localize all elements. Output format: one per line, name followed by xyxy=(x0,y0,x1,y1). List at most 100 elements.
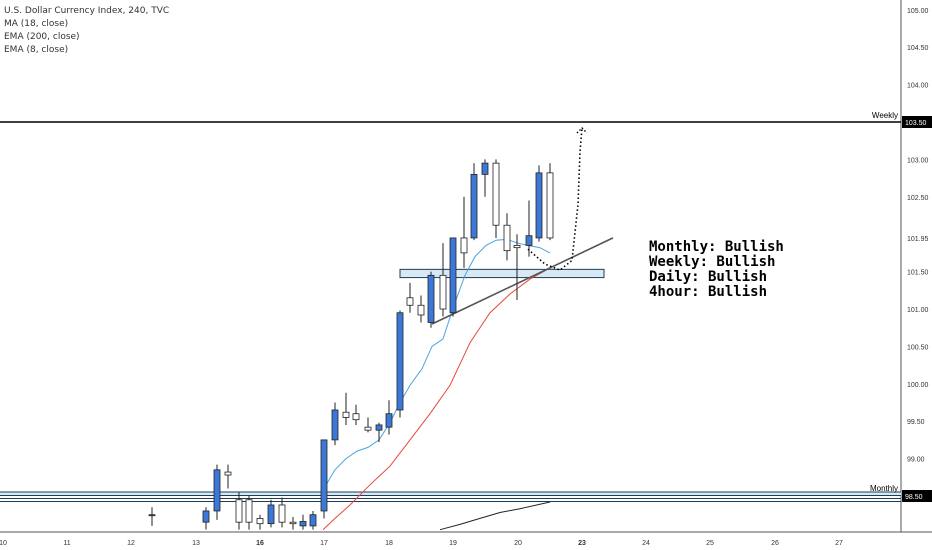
candle-body xyxy=(439,274,447,310)
candle xyxy=(546,163,554,241)
chart-legend: U.S. Dollar Currency Index, 240, TVC MA … xyxy=(4,5,169,57)
candle-body xyxy=(213,469,221,512)
x-tick-label: 12 xyxy=(127,540,135,547)
price-tag xyxy=(902,116,932,128)
candle-body xyxy=(342,411,350,418)
candle xyxy=(224,464,232,489)
candle-body xyxy=(331,409,339,441)
candle xyxy=(439,243,447,317)
x-tick-label: 11 xyxy=(63,540,70,547)
candle-body xyxy=(385,413,393,428)
annotation-weekly: Weekly: Bullish xyxy=(649,254,776,270)
support-zone xyxy=(399,268,605,279)
candle-body xyxy=(535,172,543,239)
x-tick-label: 13 xyxy=(192,540,200,547)
price-tag-text: 98.50 xyxy=(905,494,923,501)
candle xyxy=(299,514,307,530)
candle-body xyxy=(503,224,511,252)
y-tick-label: 104.50 xyxy=(907,45,929,52)
candle xyxy=(278,497,286,528)
candle-body xyxy=(449,237,457,314)
candle xyxy=(481,159,489,197)
y-tick-label: 99.50 xyxy=(907,419,925,426)
trendline xyxy=(431,237,614,325)
candle-body xyxy=(202,510,210,523)
x-tick-label: 18 xyxy=(385,540,393,547)
candle xyxy=(492,159,500,238)
candle-body xyxy=(245,499,253,523)
candle-body xyxy=(513,245,521,249)
candle xyxy=(342,392,350,425)
candle xyxy=(427,271,435,328)
y-tick-label: 103.00 xyxy=(907,157,929,164)
candle-body xyxy=(427,274,435,323)
candle-body xyxy=(470,173,478,239)
bias-annotation: Monthly: Bullish Weekly: Bullish Daily: … xyxy=(649,240,784,300)
candle xyxy=(460,196,468,268)
candle xyxy=(449,237,457,317)
legend-ema-200: EMA (200, close) xyxy=(4,32,80,42)
price-tag-text: 103.50 xyxy=(905,120,927,127)
legend-title: U.S. Dollar Currency Index, 240, TVC xyxy=(4,6,170,16)
monthly-zone-band xyxy=(0,492,901,495)
level-label-monthly: Monthly xyxy=(870,484,898,493)
candle xyxy=(513,234,521,301)
candle-body xyxy=(492,162,500,226)
candle-body xyxy=(406,297,414,306)
candle-body xyxy=(148,514,156,517)
candle-body xyxy=(256,518,264,525)
x-tick-label: 26 xyxy=(771,540,779,547)
candle-body xyxy=(364,426,372,431)
y-tick-label: 104.00 xyxy=(907,83,929,90)
annotation-4hour: 4hour: Bullish xyxy=(649,284,768,300)
candle xyxy=(148,507,156,526)
candle xyxy=(289,516,297,530)
candle-body xyxy=(375,424,383,431)
y-tick-label: 99.00 xyxy=(907,457,925,464)
candle-body xyxy=(235,499,243,523)
y-tick-label: 105.00 xyxy=(907,8,929,15)
projection-arrowhead xyxy=(576,126,588,134)
level-label-weekly: Weekly xyxy=(872,111,898,120)
candle-body xyxy=(278,504,286,523)
candle xyxy=(352,404,360,425)
annotation-daily: Daily: Bullish xyxy=(649,269,768,285)
y-tick-label: 101.00 xyxy=(907,307,929,314)
ema-200-line xyxy=(322,267,551,531)
candle-body xyxy=(299,521,307,527)
candle xyxy=(267,499,275,528)
x-tick-label: 19 xyxy=(449,540,457,547)
legend-ma: MA (18, close) xyxy=(4,19,69,29)
candle xyxy=(309,510,317,530)
candle xyxy=(245,496,253,530)
candle xyxy=(503,213,511,261)
candle xyxy=(202,507,210,530)
candle xyxy=(213,464,221,520)
x-tick-label: 17 xyxy=(320,540,328,547)
x-tick-label: 10 xyxy=(0,540,7,547)
candle xyxy=(406,282,414,313)
candle xyxy=(535,165,543,242)
y-tick-label: 100.00 xyxy=(907,382,929,389)
candle-body xyxy=(417,304,425,316)
x-tick-label: 27 xyxy=(835,540,843,547)
candle-body xyxy=(320,439,328,512)
candle-body xyxy=(481,162,489,175)
annotation-monthly: Monthly: Bullish xyxy=(649,239,784,255)
candle xyxy=(385,400,393,435)
x-tick-label: 16 xyxy=(256,540,264,547)
y-tick-label: 102.50 xyxy=(907,195,929,202)
candle xyxy=(375,422,383,443)
price-tag-text: 101.95 xyxy=(907,236,929,243)
x-tick-label: 23 xyxy=(578,540,586,547)
candle xyxy=(525,200,533,257)
candle xyxy=(396,310,404,418)
candle xyxy=(256,514,264,530)
candle-body xyxy=(525,235,533,246)
candle-body xyxy=(289,521,297,525)
x-tick-label: 25 xyxy=(706,540,714,547)
candle xyxy=(331,402,339,446)
candle xyxy=(470,163,478,241)
candle-body xyxy=(460,237,468,254)
